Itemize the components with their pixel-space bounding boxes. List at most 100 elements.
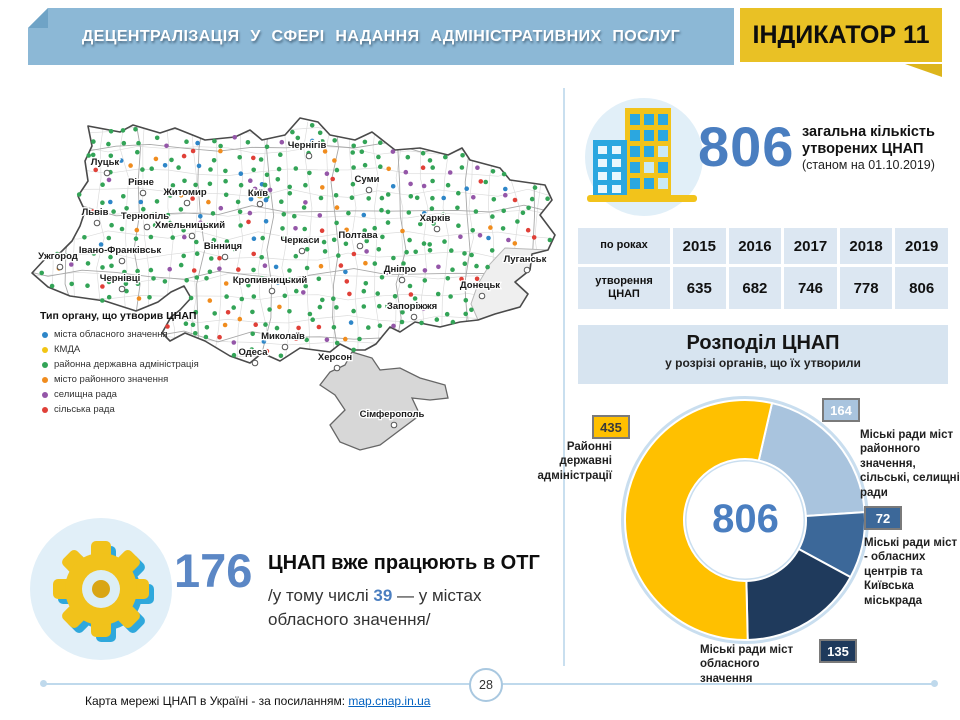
indicator-label: ІНДИКАТОР 11: [752, 20, 930, 49]
city-label: Вінниця: [204, 241, 242, 252]
otg-number: 176: [174, 544, 253, 597]
city-marker: [139, 189, 147, 197]
total-cnap-caption: загальна кількість утворених ЦНАП (стано…: [802, 124, 957, 173]
table-cell: по роках: [578, 228, 670, 264]
ukraine-map: Луцьк Рівне Львів Житомир Київ ТернопільХмель…: [31, 117, 556, 451]
badge-435: 435: [592, 415, 630, 439]
city-marker: [256, 200, 264, 208]
kmda-dot: [248, 196, 254, 202]
cnap-dots: [39, 123, 553, 359]
city-marker: [93, 219, 101, 227]
city-label: Донецьк: [460, 280, 500, 291]
city-marker: [188, 232, 196, 240]
city-marker: [251, 359, 259, 367]
map-legend-item: сільська рада: [40, 402, 230, 417]
distribution-subtitle: у розрізі органів, що їх утворили: [665, 356, 861, 370]
kmda-dot: [267, 187, 273, 193]
city-marker: [433, 225, 441, 233]
table-cell: 778: [839, 267, 893, 309]
legend-dot-icon: [42, 406, 48, 413]
table-cell: 2015: [673, 228, 726, 264]
legend-dot-icon: [42, 331, 48, 338]
total-caption-line2: утворених ЦНАП: [802, 141, 924, 158]
city-marker: [183, 199, 191, 207]
legend-dot-icon: [42, 361, 48, 368]
vertical-divider: [563, 88, 565, 666]
map-legend-item: міста обласного значення: [40, 327, 230, 342]
city-label: Чернівці: [100, 273, 140, 284]
city-label: Тернопіль: [121, 211, 169, 222]
map-legend-item: місто районного значення: [40, 372, 230, 387]
table-cell: утворення ЦНАП: [578, 267, 670, 309]
table-cell: 806: [895, 267, 948, 309]
city-label: Львів: [82, 207, 109, 218]
badge-72: 72: [864, 506, 902, 530]
table-cell: 682: [728, 267, 782, 309]
city-label: Одеса: [238, 347, 268, 358]
segment-label-135: Міські ради міст обласного значення: [700, 644, 794, 685]
total-caption-line3: (станом на 01.10.2019): [802, 158, 935, 173]
otg-line3: обласного значення/: [268, 610, 431, 629]
distribution-header: Розподіл ЦНАП у розрізі органів, що їх у…: [578, 325, 948, 384]
city-label: Миколаїв: [261, 331, 305, 342]
city-labels: Луцьк Рівне Львів Житомир Київ ТернопільХмель…: [37, 139, 548, 429]
city-label: Черкаси: [281, 235, 320, 246]
buildings-icon: [585, 98, 703, 216]
otg-line2: /у тому числі 39 — у містах: [268, 586, 482, 605]
gear-icon: [30, 518, 172, 660]
city-marker: [523, 266, 531, 274]
city-label: Сімферополь: [360, 409, 425, 420]
city-marker: [143, 223, 151, 231]
city-label: Дніпро: [384, 264, 417, 275]
city-marker: [365, 186, 373, 194]
segment-label-72: Міські ради міст - обласних центрів та К…: [864, 537, 958, 607]
city-label: Чернігів: [288, 140, 327, 151]
city-label: Київ: [248, 188, 268, 199]
city-marker: [478, 292, 486, 300]
city-label: Ужгород: [38, 251, 78, 262]
city-label: Луцьк: [91, 157, 120, 168]
map-legend-items: міста обласного значення КМДА районна держ…: [40, 327, 230, 417]
page-title: ДЕЦЕНТРАЛІЗАЦІЯ У СФЕРІ НАДАННЯ АДМІНІСТ…: [81, 27, 681, 45]
divider-dot-right: [931, 680, 938, 687]
city-marker: [390, 421, 398, 429]
stats-table: по роках 2015 2016 2017 2018 2019 утворення ЦН…: [578, 228, 948, 309]
city-label: Луганськ: [504, 254, 547, 265]
city-marker: [398, 276, 406, 284]
city-marker: [333, 364, 341, 372]
otg-line1: ЦНАП вже працюють в ОТГ: [268, 552, 540, 574]
distribution-title: Розподіл ЦНАП: [686, 332, 840, 354]
indicator-corner-fold: [905, 64, 942, 77]
city-marker: [221, 253, 229, 261]
header-bar: ДЕЦЕНТРАЛІЗАЦІЯ У СФЕРІ НАДАННЯ АДМІНІСТ…: [28, 8, 734, 65]
kmda-dot: [263, 197, 269, 203]
city-marker: [118, 257, 126, 265]
city-label: Полтава: [338, 230, 378, 241]
otg-39: 39: [373, 586, 393, 605]
map-legend-item: селищна рада: [40, 387, 230, 402]
legend-dot-icon: [42, 346, 48, 353]
legend-dot-icon: [42, 391, 48, 398]
map-legend-item: районна державна адміністрація: [40, 357, 230, 372]
city-label: Суми: [355, 174, 380, 185]
city-label: Харків: [420, 213, 451, 224]
city-label: Івано-Франківськ: [79, 245, 161, 256]
kmda-dot: [252, 186, 258, 192]
header-corner-fold: [28, 8, 48, 28]
kmda-dot: [255, 189, 265, 199]
indicator-badge: ІНДИКАТОР 11: [740, 8, 942, 62]
city-label: Житомир: [162, 187, 206, 198]
total-caption-line1: загальна кількість: [802, 124, 935, 140]
map-link[interactable]: map.cnap.in.ua: [348, 694, 431, 708]
city-marker: [118, 285, 126, 293]
city-marker: [298, 247, 306, 255]
city-label: Кропивницький: [233, 275, 308, 286]
table-cell: 2016: [728, 228, 782, 264]
badge-164: 164: [822, 398, 860, 422]
legend-dot-icon: [42, 376, 48, 383]
city-marker: [56, 263, 64, 271]
table-cell: 635: [673, 267, 726, 309]
footer-note: Карта мережі ЦНАП в Україні - за посилан…: [85, 694, 431, 708]
table-cell: 2019: [895, 228, 948, 264]
badge-135: 135: [819, 639, 857, 663]
